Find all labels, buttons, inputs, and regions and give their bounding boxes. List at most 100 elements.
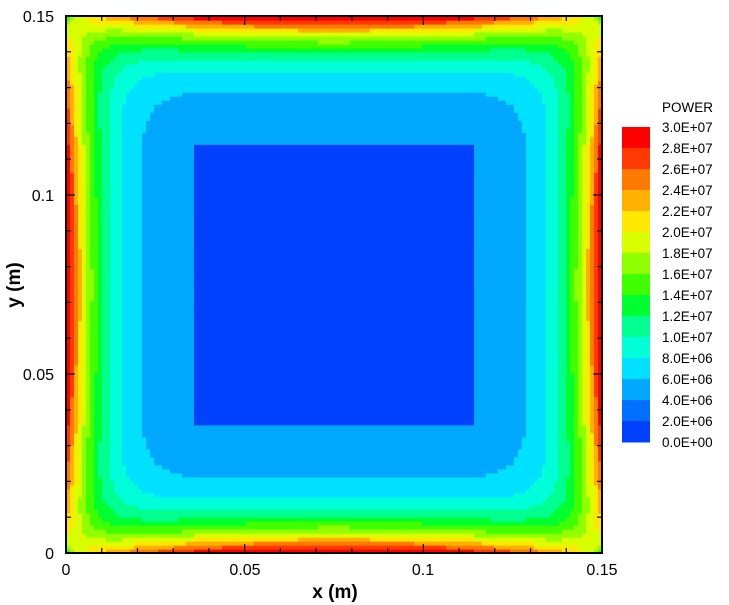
field-cell <box>74 536 79 542</box>
field-cell <box>462 540 467 546</box>
field-cell <box>86 452 91 458</box>
field-cell <box>422 532 427 538</box>
field-cell <box>558 456 563 462</box>
field-cell <box>582 480 587 486</box>
field-cell <box>274 428 279 434</box>
field-cell <box>278 456 283 462</box>
field-cell <box>254 488 259 494</box>
field-cell <box>94 432 99 438</box>
field-cell <box>130 532 135 538</box>
field-cell <box>318 516 323 522</box>
field-cell <box>218 488 223 494</box>
field-cell <box>570 448 575 454</box>
field-cell <box>430 456 435 462</box>
field-cell <box>114 488 119 494</box>
field-cell <box>182 512 187 518</box>
field-cell <box>378 432 383 438</box>
field-cell <box>282 488 287 494</box>
field-cell <box>414 524 419 530</box>
field-cell <box>262 520 267 526</box>
field-cell <box>190 440 195 446</box>
field-cell <box>458 528 463 534</box>
field-cell <box>86 536 91 542</box>
field-cell <box>330 508 335 514</box>
field-cell <box>210 516 215 522</box>
field-cell <box>238 444 243 450</box>
field-cell <box>470 412 475 418</box>
field-cell <box>134 488 139 494</box>
field-cell <box>482 480 487 486</box>
field-cell <box>178 412 183 418</box>
field-cell <box>474 448 479 454</box>
field-cell <box>82 428 87 434</box>
field-cell <box>302 416 307 422</box>
field-cell <box>386 472 391 478</box>
field-cell <box>386 476 391 482</box>
field-cell <box>334 500 339 506</box>
field-cell <box>430 424 435 430</box>
field-cell <box>546 420 551 426</box>
field-cell <box>346 480 351 486</box>
field-cell <box>230 472 235 478</box>
field-cell <box>98 440 103 446</box>
field-cell <box>366 504 371 510</box>
field-cell <box>398 492 403 498</box>
field-cell <box>126 468 131 474</box>
field-cell <box>206 476 211 482</box>
field-cell <box>578 460 583 466</box>
field-cell <box>546 524 551 530</box>
field-cell <box>322 544 327 550</box>
field-cell <box>426 488 431 494</box>
field-cell <box>430 520 435 526</box>
field-cell <box>122 472 127 478</box>
field-cell <box>486 440 491 446</box>
field-cell <box>538 476 543 482</box>
field-cell <box>458 532 463 538</box>
field-cell <box>482 456 487 462</box>
field-cell <box>598 416 602 422</box>
field-cell <box>434 432 439 438</box>
field-cell <box>490 504 495 510</box>
field-cell <box>582 532 587 538</box>
field-cell <box>202 416 207 422</box>
field-cell <box>382 472 387 478</box>
field-cell <box>234 452 239 458</box>
field-cell <box>590 508 595 514</box>
field-cell <box>66 468 71 474</box>
field-cell <box>198 448 203 454</box>
field-cell <box>518 540 523 546</box>
field-cell <box>334 480 339 486</box>
field-cell <box>234 412 239 418</box>
field-cell <box>282 452 287 458</box>
field-cell <box>178 404 183 410</box>
field-cell <box>414 444 419 450</box>
field-cell <box>578 480 583 486</box>
field-cell <box>322 504 327 510</box>
field-cell <box>382 484 387 490</box>
field-cell <box>398 460 403 466</box>
field-cell <box>230 420 235 426</box>
field-cell <box>382 476 387 482</box>
field-cell <box>82 440 87 446</box>
field-cell <box>406 524 411 530</box>
field-cell <box>586 504 591 510</box>
field-cell <box>334 536 339 542</box>
field-cell <box>182 524 187 530</box>
field-cell <box>258 452 263 458</box>
field-cell <box>158 444 163 450</box>
field-cell <box>474 428 479 434</box>
field-cell <box>522 496 527 502</box>
field-cell <box>98 400 103 406</box>
field-cell <box>466 524 471 530</box>
field-cell <box>578 544 583 550</box>
field-cell <box>422 488 427 494</box>
field-cell <box>426 468 431 474</box>
field-cell <box>306 444 311 450</box>
field-cell <box>106 448 111 454</box>
field-cell <box>422 420 427 426</box>
field-cell <box>534 524 539 530</box>
field-cell <box>502 428 507 434</box>
field-cell <box>370 496 375 502</box>
field-cell <box>554 440 559 446</box>
field-cell <box>322 404 327 410</box>
